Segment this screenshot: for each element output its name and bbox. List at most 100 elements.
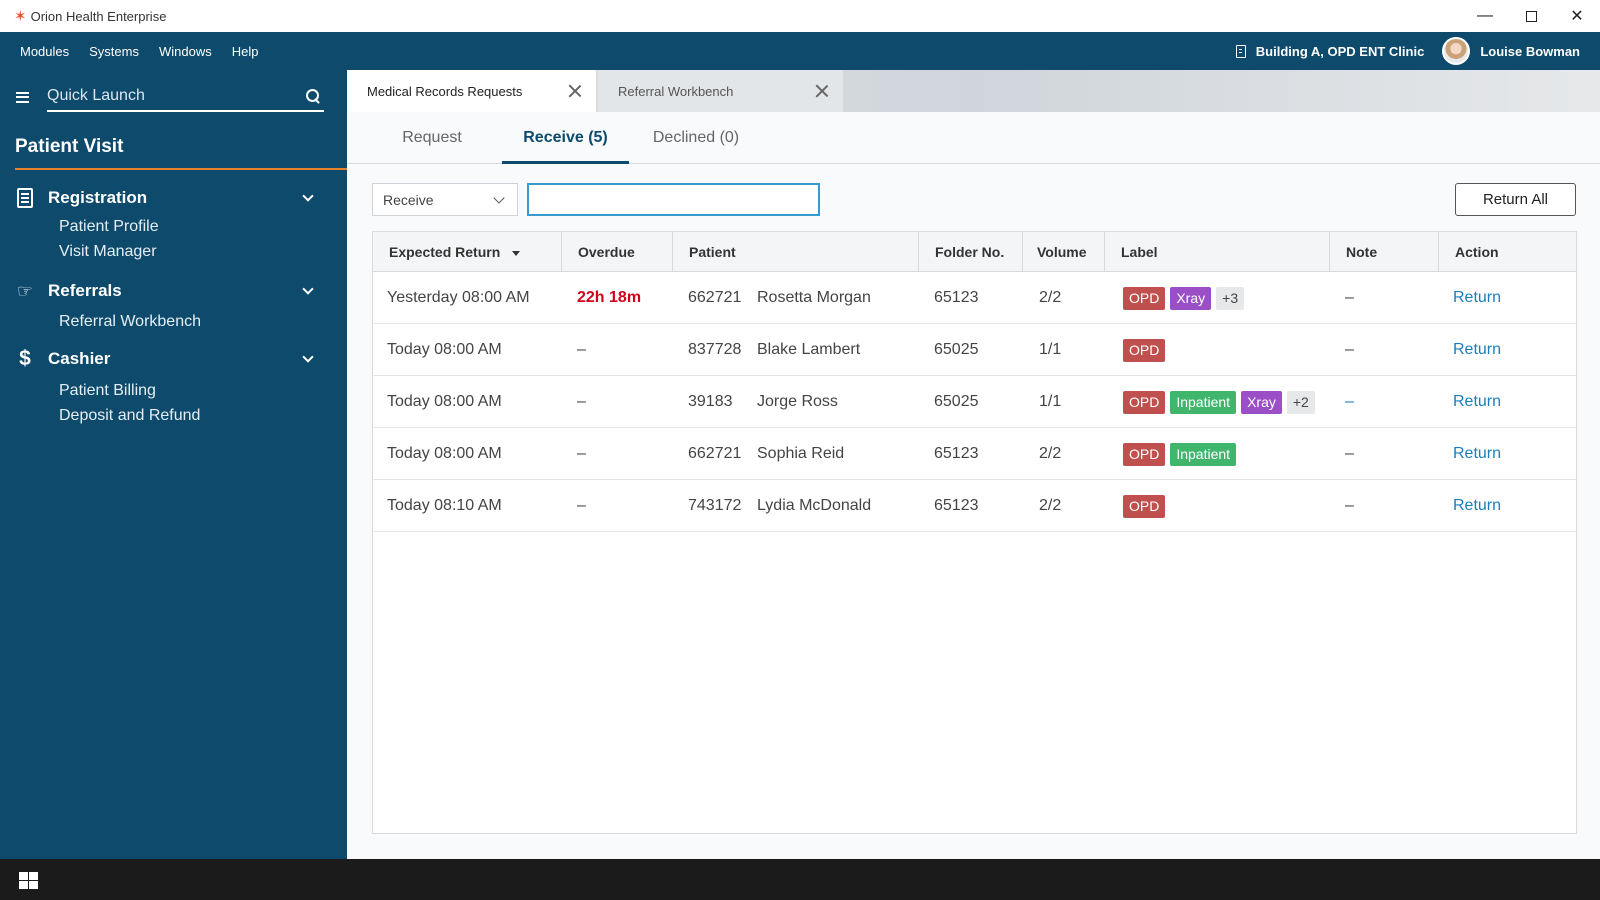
taskbar: [0, 859, 1600, 900]
label-badge: OPD: [1123, 338, 1166, 362]
table-header: Expected Return Overdue Patient Folder N…: [373, 232, 1576, 272]
column-expected-return[interactable]: Expected Return: [373, 232, 562, 272]
main-content: Request Receive (5) Declined (0) Receive…: [347, 112, 1600, 859]
return-link[interactable]: Return: [1453, 445, 1502, 462]
menu-windows[interactable]: Windows: [158, 43, 212, 59]
volume-cell: 2/2: [1039, 289, 1062, 306]
dollar-icon: $: [19, 347, 31, 370]
menu-help[interactable]: Help: [231, 43, 259, 59]
sidebar-section-label: Cashier: [48, 349, 111, 368]
return-link[interactable]: Return: [1453, 497, 1502, 514]
search-icon[interactable]: [306, 89, 320, 103]
patient-name: Lydia McDonald: [757, 497, 872, 514]
column-note[interactable]: Note: [1330, 232, 1439, 272]
search-input[interactable]: [527, 183, 820, 216]
subtab-declined[interactable]: Declined (0): [652, 129, 740, 146]
sidebar-header-cashier[interactable]: $ Cashier: [0, 344, 340, 374]
label-badge: OPD: [1123, 494, 1166, 518]
subtab-receive[interactable]: Receive (5): [502, 112, 629, 164]
labels-cell: OPD: [1123, 324, 1166, 376]
expected-return-cell: Today 08:10 AM: [387, 497, 502, 514]
expected-return-cell: Today 08:00 AM: [387, 341, 502, 358]
maximize-button[interactable]: [1508, 0, 1554, 32]
return-link[interactable]: Return: [1453, 341, 1502, 358]
subtab-request[interactable]: Request: [402, 129, 462, 146]
building-icon: [1235, 44, 1246, 58]
patient-cell[interactable]: 837728 Blake Lambert: [688, 324, 860, 376]
avatar[interactable]: [1442, 37, 1471, 65]
chevron-down-icon: [302, 190, 314, 202]
sidebar-header-registration[interactable]: Registration: [0, 183, 340, 213]
windows-start-icon[interactable]: [19, 872, 38, 889]
patient-id: 662721: [688, 445, 742, 462]
location-label[interactable]: Building A, OPD ENT Clinic: [1255, 43, 1425, 59]
folder-cell: 65123: [934, 289, 979, 306]
patient-cell[interactable]: 662721 Sophia Reid: [688, 428, 844, 480]
column-label: Expected Return: [389, 244, 501, 260]
sidebar-section-label: Referrals: [48, 281, 122, 300]
user-name[interactable]: Louise Bowman: [1480, 43, 1580, 59]
sidebar-item-patient-billing[interactable]: Patient Billing: [59, 382, 156, 399]
patient-cell[interactable]: 743172 Lydia McDonald: [688, 480, 871, 532]
column-label[interactable]: Label: [1105, 232, 1330, 272]
menu-systems[interactable]: Systems: [89, 43, 139, 59]
column-patient[interactable]: Patient: [673, 232, 919, 272]
note-cell: –: [1345, 445, 1354, 462]
document-icon: [17, 188, 33, 208]
return-all-button[interactable]: Return All: [1455, 183, 1576, 216]
maximize-icon: [1525, 10, 1537, 22]
title-bar: ✶ Orion Health Enterprise — ✕: [0, 0, 1600, 32]
note-cell[interactable]: –: [1345, 393, 1354, 410]
expected-return-cell: Today 08:00 AM: [387, 393, 502, 410]
status-filter-select[interactable]: Receive: [372, 183, 518, 216]
close-icon: ✕: [1570, 8, 1584, 25]
tab-label: Medical Records Requests: [367, 83, 523, 99]
label-badge: Xray: [1241, 390, 1282, 414]
labels-cell: OPD Xray +3: [1123, 272, 1245, 324]
volume-cell: 1/1: [1039, 393, 1062, 410]
tab-referral-workbench[interactable]: Referral Workbench: [598, 70, 843, 112]
close-window-button[interactable]: ✕: [1554, 0, 1600, 32]
table-row[interactable]: Today 08:00 AM – 39183 Jorge Ross 65025 1/1 OP…: [373, 376, 1576, 428]
minimize-icon: —: [1477, 7, 1493, 24]
sidebar-header-referrals[interactable]: ☞ Referrals: [0, 276, 340, 306]
quick-launch: [16, 82, 324, 112]
column-action[interactable]: Action: [1455, 244, 1499, 260]
patient-name: Rosetta Morgan: [757, 289, 871, 306]
patient-cell[interactable]: 39183 Jorge Ross: [688, 376, 838, 428]
sidebar-item-patient-profile[interactable]: Patient Profile: [59, 218, 159, 235]
minimize-button[interactable]: —: [1462, 0, 1508, 32]
volume-cell: 2/2: [1039, 445, 1062, 462]
table-row[interactable]: Yesterday 08:00 AM 22h 18m 662721 Rosetta M…: [373, 272, 1576, 324]
folder-cell: 65123: [934, 497, 979, 514]
records-table: Expected Return Overdue Patient Folder N…: [372, 231, 1577, 834]
tab-medical-records-requests[interactable]: Medical Records Requests: [347, 70, 596, 112]
note-cell: –: [1345, 341, 1354, 358]
table-row[interactable]: Today 08:00 AM – 662721 Sophia Reid 65123 2/2…: [373, 428, 1576, 480]
column-folder-no[interactable]: Folder No.: [919, 232, 1023, 272]
chevron-down-icon: [302, 283, 314, 295]
table-row[interactable]: Today 08:10 AM – 743172 Lydia McDonald 65123…: [373, 480, 1576, 532]
table-row[interactable]: Today 08:00 AM – 837728 Blake Lambert 65025 1…: [373, 324, 1576, 376]
return-link[interactable]: Return: [1453, 393, 1502, 410]
patient-name: Sophia Reid: [757, 445, 845, 462]
overdue-cell: –: [577, 497, 586, 514]
column-overdue[interactable]: Overdue: [562, 232, 673, 272]
close-tab-icon[interactable]: [815, 84, 829, 98]
quick-launch-input[interactable]: [47, 87, 306, 105]
patient-id: 39183: [688, 393, 733, 410]
hamburger-menu-icon[interactable]: [16, 91, 29, 103]
labels-cell: OPD: [1123, 480, 1166, 532]
patient-cell[interactable]: 662721 Rosetta Morgan: [688, 272, 871, 324]
app-title: Orion Health Enterprise: [30, 8, 167, 24]
sidebar-item-referral-workbench[interactable]: Referral Workbench: [59, 313, 201, 330]
close-tab-icon[interactable]: [568, 84, 582, 98]
sidebar-section-label: Registration: [48, 188, 148, 207]
sidebar-item-deposit-and-refund[interactable]: Deposit and Refund: [59, 407, 201, 424]
sidebar-item-visit-manager[interactable]: Visit Manager: [59, 243, 157, 260]
tab-label: Referral Workbench: [618, 83, 734, 99]
return-link[interactable]: Return: [1453, 289, 1502, 306]
labels-cell: OPD Inpatient: [1123, 428, 1237, 480]
menu-modules[interactable]: Modules: [20, 43, 70, 59]
column-volume[interactable]: Volume: [1023, 232, 1105, 272]
